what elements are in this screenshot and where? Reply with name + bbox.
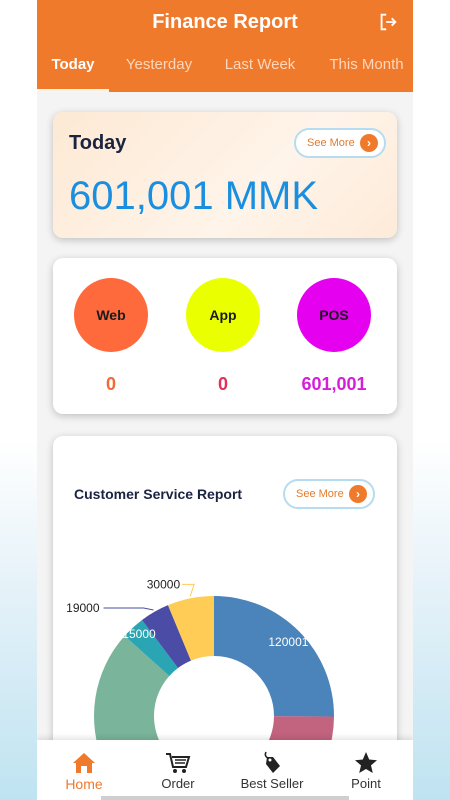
- star-icon: [355, 752, 377, 773]
- today-total-amount: 601,001 MMK: [69, 174, 319, 218]
- cart-icon: [166, 753, 191, 773]
- tab-yesterday[interactable]: Yesterday: [125, 56, 193, 73]
- donut-slice[interactable]: [142, 605, 191, 668]
- logout-icon[interactable]: [377, 11, 399, 33]
- app-header: Finance Report Today Yesterday Last Week…: [37, 0, 413, 92]
- app-channel-circle: App: [186, 278, 260, 352]
- home-indicator: [101, 796, 349, 800]
- donut-label-leader-line: [182, 583, 195, 597]
- donut-slice[interactable]: [124, 619, 179, 676]
- donut-slice-label: 19000: [66, 601, 100, 615]
- chevron-right-icon: ›: [349, 485, 367, 503]
- nav-best-seller[interactable]: Best Seller: [225, 740, 319, 800]
- nav-best-seller-label: Best Seller: [240, 776, 304, 791]
- bottom-navigation: Home Order Best Seller Point: [37, 740, 413, 800]
- today-see-more-button[interactable]: See More ›: [294, 128, 386, 158]
- period-tabs: Today Yesterday Last Week This Month: [37, 50, 413, 92]
- app-screen: Finance Report Today Yesterday Last Week…: [37, 0, 413, 800]
- nav-point-label: Point: [351, 776, 381, 791]
- pos-channel-circle: POS: [297, 278, 371, 352]
- chevron-right-icon: ›: [360, 134, 378, 152]
- pos-channel-value: 601,001: [301, 374, 367, 394]
- report-see-more-button[interactable]: See More ›: [283, 479, 375, 509]
- donut-slice[interactable]: [167, 596, 214, 661]
- today-label: Today: [69, 132, 127, 154]
- donut-slice-label: 30000: [147, 577, 181, 591]
- tab-today[interactable]: Today: [37, 50, 109, 92]
- web-channel-circle: Web: [74, 278, 148, 352]
- nav-order[interactable]: Order: [131, 740, 225, 800]
- app-channel-value: 0: [217, 374, 228, 394]
- see-more-label: See More: [307, 137, 355, 149]
- report-title: Customer Service Report: [74, 486, 243, 502]
- nav-point[interactable]: Point: [319, 740, 413, 800]
- tag-icon: [264, 751, 280, 773]
- web-channel-value: 0: [105, 374, 116, 394]
- nav-order-label: Order: [161, 776, 195, 791]
- channel-breakdown-card: Web App POS 0 0 601,001: [53, 258, 397, 414]
- today-summary-card: Today See More › 601,001 MMK: [53, 112, 397, 238]
- donut-label-leader-line: [103, 607, 154, 611]
- donut-slice-label: 120001: [268, 635, 308, 649]
- nav-home[interactable]: Home: [37, 740, 131, 800]
- tab-this-month[interactable]: This Month: [329, 56, 404, 73]
- see-more-label: See More: [296, 488, 344, 500]
- donut-slice[interactable]: [214, 596, 334, 717]
- page-title: Finance Report: [152, 11, 298, 33]
- nav-home-label: Home: [65, 776, 103, 792]
- donut-slice-label: 15000: [122, 627, 156, 641]
- tab-last-week[interactable]: Last Week: [224, 56, 296, 73]
- home-icon: [73, 753, 95, 773]
